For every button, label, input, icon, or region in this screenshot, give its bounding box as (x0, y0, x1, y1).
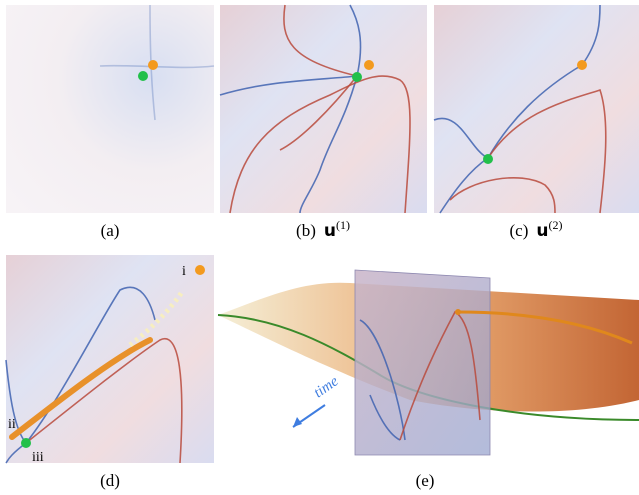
caption-superscript: (2) (548, 218, 562, 232)
field-line (399, 310, 481, 441)
panel-c: (c) u(2) (433, 4, 639, 241)
panel-b: (b) u(1) (219, 4, 427, 241)
caption-label: (b) (296, 221, 316, 240)
trajectory (457, 310, 633, 345)
field-line (229, 75, 411, 214)
field-image (6, 5, 214, 213)
green-point (21, 438, 31, 448)
caption: (d) (100, 471, 120, 490)
trajectory (9, 337, 153, 440)
field-image (6, 255, 214, 463)
caption: (e) (416, 471, 435, 490)
orange-point (195, 265, 205, 275)
orange-point (455, 309, 461, 315)
caption: (a) (101, 221, 120, 240)
slice-plane (354, 269, 491, 456)
field-line (487, 88, 607, 214)
arrow-label: time (311, 373, 342, 401)
orange-point (364, 60, 374, 70)
panel-a: (a) (6, 4, 215, 240)
panel-e: time (e) (217, 269, 639, 490)
field-line (449, 177, 556, 214)
orange-point (148, 60, 158, 70)
point-label: iii (32, 450, 44, 465)
field-line (349, 4, 362, 77)
green-point (138, 71, 148, 81)
field-line (359, 319, 406, 441)
point-label: i (182, 264, 186, 279)
caption: (c) u(2) (510, 218, 563, 241)
panel-d: i ii iii (d) (5, 255, 214, 490)
field-line (219, 75, 359, 214)
field-line (25, 337, 183, 464)
point-label: ii (8, 417, 16, 432)
field-line (433, 4, 601, 160)
caption-symbol: u (324, 221, 336, 241)
field-image (220, 5, 427, 213)
orange-point (577, 60, 587, 70)
green-point (352, 72, 362, 82)
field-line (439, 157, 489, 214)
trajectory-tail (128, 290, 185, 347)
green-point (483, 154, 493, 164)
caption-label: (c) (510, 221, 529, 240)
caption-superscript: (1) (336, 218, 350, 232)
time-arrowhead (293, 417, 302, 427)
caption: (b) u(1) (296, 218, 350, 241)
caption-symbol: u (536, 221, 548, 241)
